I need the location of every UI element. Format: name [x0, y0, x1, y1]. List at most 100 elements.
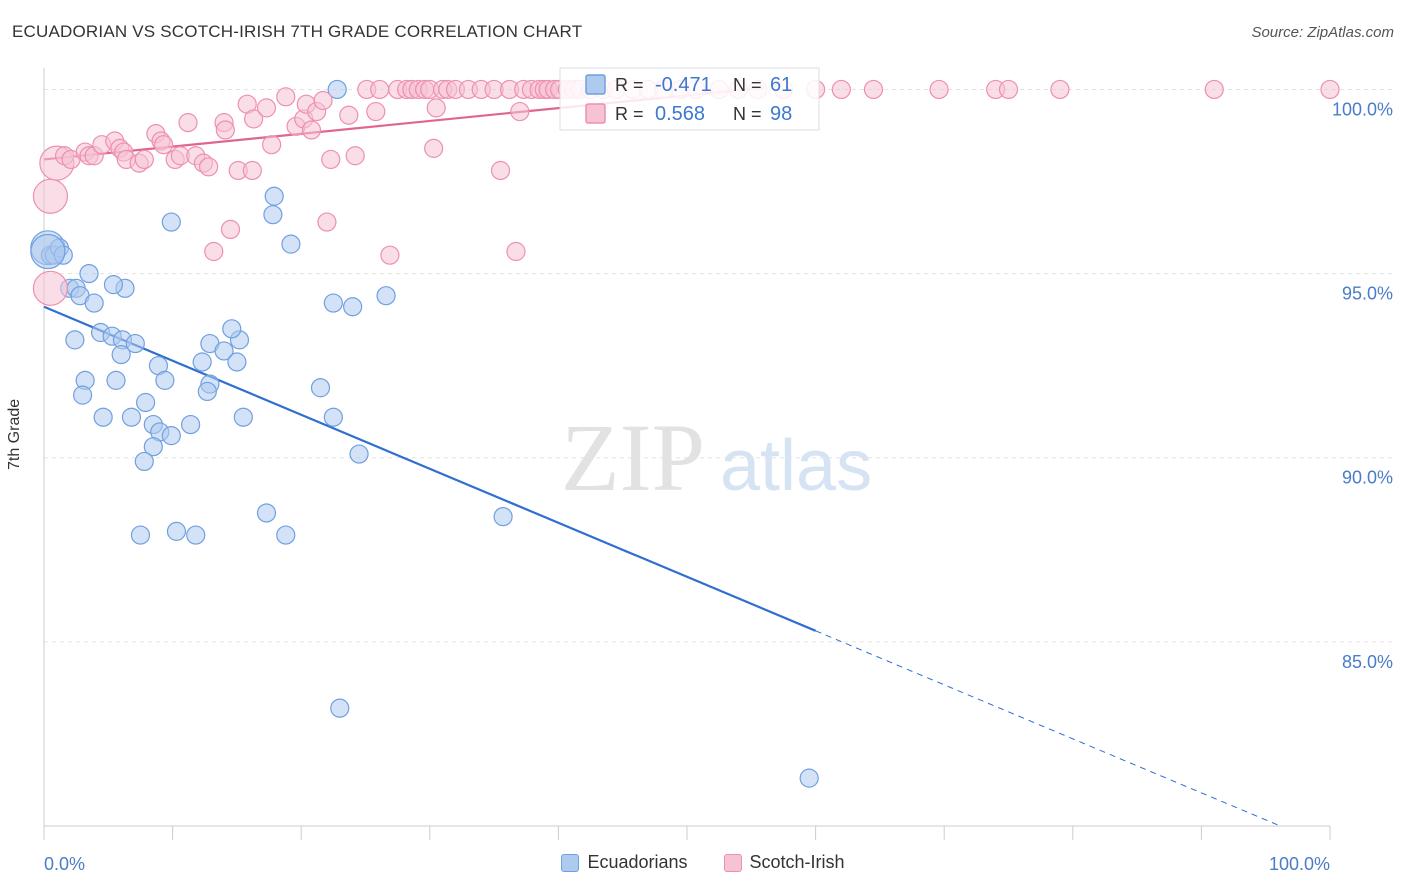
legend-swatch-scotch-irish	[723, 853, 742, 872]
stats-r-value: 0.568	[655, 103, 705, 125]
data-point	[65, 330, 85, 350]
x-tick-label: 100.0%	[1269, 854, 1330, 874]
legend-swatch-ecuadorians	[561, 853, 580, 872]
data-point	[426, 98, 446, 118]
data-point	[161, 212, 181, 232]
data-point	[317, 212, 337, 232]
data-point	[199, 157, 219, 177]
data-point	[424, 138, 444, 158]
data-point	[321, 149, 341, 170]
stats-n-label: N =	[733, 75, 762, 95]
stats-r-value: -0.471	[655, 74, 712, 96]
data-point	[863, 79, 884, 100]
data-point	[799, 768, 819, 788]
data-point	[327, 79, 347, 100]
data-point	[93, 407, 113, 427]
data-point	[192, 352, 212, 372]
data-point	[376, 286, 396, 306]
data-point	[301, 120, 322, 140]
data-point	[233, 407, 253, 427]
x-tick-label: 0.0%	[44, 854, 85, 874]
data-point	[106, 370, 126, 390]
data-point	[32, 178, 69, 214]
data-point	[79, 263, 99, 284]
chart-source: Source: ZipAtlas.com	[1251, 24, 1394, 41]
data-point	[323, 293, 343, 313]
legend-item-ecuadorians: Ecuadorians	[561, 852, 688, 873]
data-point	[242, 160, 262, 181]
data-point	[166, 521, 187, 541]
chart-title: ECUADORIAN VS SCOTCH-IRISH 7TH GRADE COR…	[12, 22, 583, 41]
data-point	[181, 414, 201, 435]
data-point	[339, 105, 359, 125]
data-point	[323, 407, 343, 427]
data-point	[276, 87, 296, 107]
data-point	[1204, 79, 1224, 100]
data-point	[30, 233, 66, 270]
data-point	[130, 525, 151, 545]
stats-swatch	[585, 74, 606, 95]
data-point	[349, 444, 369, 464]
data-point	[244, 109, 264, 129]
series-ecuadorians	[30, 79, 819, 788]
data-point	[161, 426, 181, 446]
data-point	[153, 135, 174, 155]
stats-n-value: 61	[770, 74, 792, 96]
data-point	[143, 437, 163, 457]
stats-n-value: 98	[770, 103, 792, 125]
data-point	[121, 407, 142, 427]
data-point	[370, 79, 390, 100]
data-point	[310, 378, 331, 398]
y-tick-label: 95.0%	[1342, 284, 1393, 304]
y-tick-label: 90.0%	[1342, 468, 1393, 488]
data-point	[135, 392, 156, 413]
data-point	[506, 241, 526, 262]
data-point	[345, 146, 365, 166]
data-point	[214, 341, 234, 361]
data-point	[343, 297, 363, 317]
stats-legend: R = -0.471 N = 61 R = 0.568 N = 98	[559, 67, 820, 131]
y-tick-label: 100.0%	[1332, 99, 1393, 119]
stats-swatch	[585, 103, 606, 124]
y-tick-label: 85.0%	[1342, 652, 1393, 672]
legend-label-scotch-irish: Scotch-Irish	[749, 852, 845, 872]
legend-label-ecuadorians: Ecuadorians	[587, 852, 688, 872]
data-point	[215, 120, 235, 140]
trend-line-ecuadorians	[43, 305, 817, 632]
data-point	[264, 186, 284, 206]
bottom-legend: Ecuadorians Scotch-Irish	[0, 852, 1406, 873]
stats-r-label: R =	[615, 104, 644, 124]
data-point	[831, 79, 851, 100]
data-point	[204, 241, 224, 262]
data-point	[186, 525, 206, 545]
tick-labels: 85.0% 90.0% 95.0% 100.0% 0.0% 100.0%	[44, 99, 1393, 874]
data-point	[929, 79, 949, 100]
data-point	[281, 234, 301, 254]
data-point	[366, 101, 386, 122]
data-point	[178, 113, 198, 133]
data-point	[227, 352, 247, 372]
watermark-atlas: atlas	[720, 426, 872, 506]
data-point	[510, 101, 530, 122]
stats-r-label: R =	[615, 75, 644, 95]
watermark-zip: ZIP	[561, 404, 705, 511]
trend-line-extension	[815, 630, 1279, 826]
data-point	[490, 160, 511, 181]
data-point	[134, 451, 154, 472]
data-point	[222, 319, 242, 339]
data-point	[111, 345, 131, 365]
data-point	[72, 385, 93, 405]
data-point	[103, 275, 124, 295]
data-point	[262, 135, 282, 155]
data-point	[1050, 79, 1070, 100]
data-point	[220, 219, 241, 240]
data-point	[155, 370, 175, 390]
data-point	[998, 79, 1019, 100]
data-point	[256, 98, 277, 118]
data-point	[330, 698, 350, 718]
data-point	[313, 90, 333, 111]
data-point	[125, 333, 145, 354]
data-point	[380, 245, 400, 265]
data-point	[263, 205, 283, 225]
